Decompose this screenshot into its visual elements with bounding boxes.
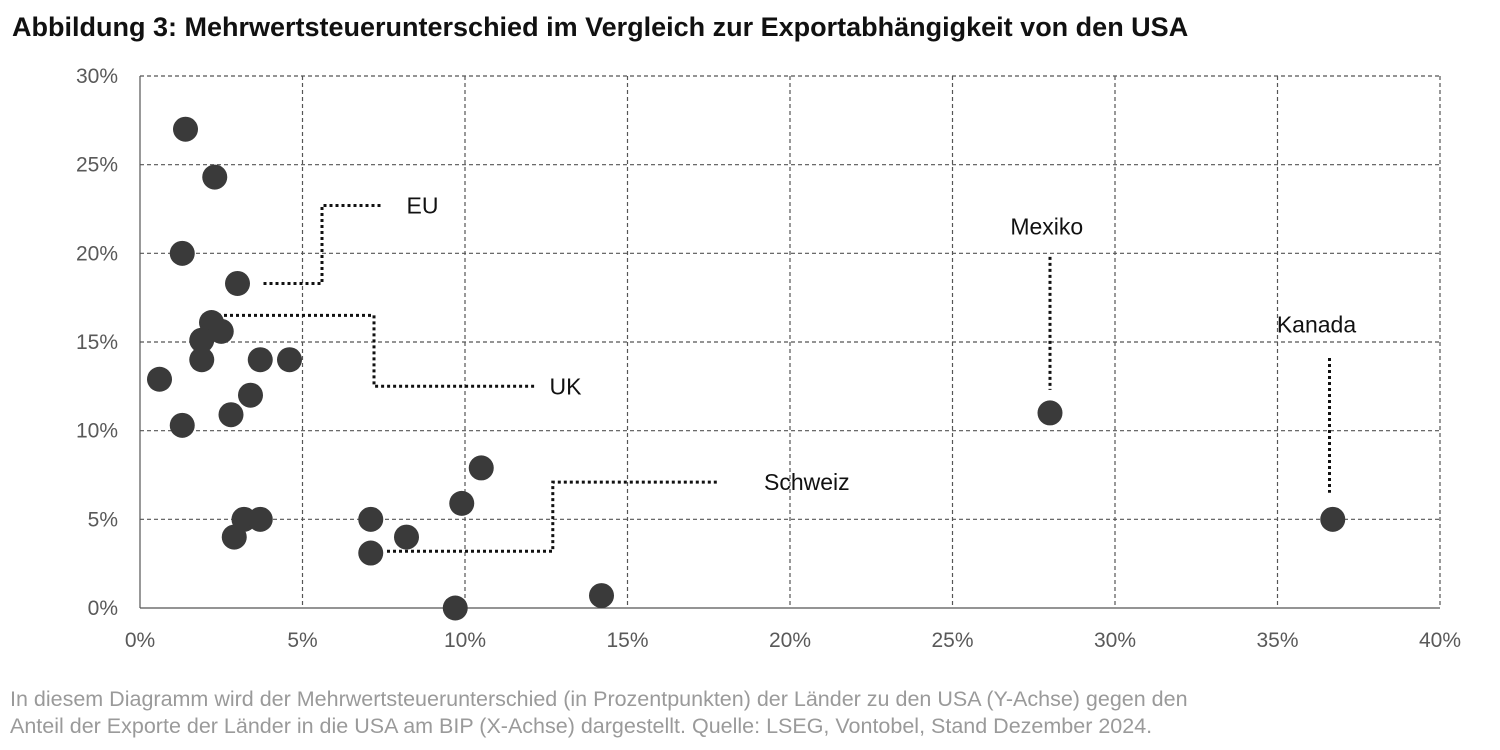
data-point xyxy=(1320,506,1346,532)
scatter-chart: EU UK Schweiz Mexiko Kanada 0% 5% 10% 15% 20% 25%… xyxy=(76,65,1461,652)
y-tick-label: 10% xyxy=(76,420,118,443)
x-tick-label: 0% xyxy=(125,629,155,652)
data-point xyxy=(589,583,614,609)
x-tick-label: 15% xyxy=(606,629,648,652)
x-tick-label: 25% xyxy=(931,629,973,652)
x-tick-label: 30% xyxy=(1094,629,1136,652)
x-tick-label: 40% xyxy=(1419,629,1461,652)
x-tick-label: 10% xyxy=(444,629,486,652)
grid xyxy=(139,75,1441,609)
y-tick-label: 5% xyxy=(88,508,118,531)
data-point xyxy=(147,366,172,392)
data-point xyxy=(218,402,244,428)
data-point xyxy=(238,382,263,408)
annotation-label-kanada: Kanada xyxy=(1277,311,1357,337)
data-point xyxy=(277,347,302,373)
annotation-label-eu: EU xyxy=(407,192,439,218)
data-point xyxy=(169,412,195,438)
caption-line-1: In diesem Diagramm wird der Mehrwertsteu… xyxy=(10,687,1188,711)
data-point xyxy=(1037,400,1063,426)
y-tick-label: 15% xyxy=(76,331,118,354)
annotation-label-uk: UK xyxy=(550,373,583,399)
data-point xyxy=(442,595,468,621)
data-point xyxy=(358,540,384,566)
x-tick-label: 35% xyxy=(1256,629,1298,652)
data-point xyxy=(173,116,198,142)
chart-caption: In diesem Diagramm wird der Mehrwertsteu… xyxy=(10,686,1490,740)
chart-title: Abbildung 3: Mehrwertsteuerunterschied i… xyxy=(12,12,1189,42)
annotation-leader-schweiz xyxy=(387,480,719,553)
data-point xyxy=(247,347,273,373)
annotation-label-mexiko: Mexiko xyxy=(1010,214,1083,240)
y-tick-label: 20% xyxy=(76,242,118,265)
data-point xyxy=(221,524,247,550)
data-point xyxy=(247,506,273,532)
data-points xyxy=(147,116,1346,621)
data-point xyxy=(189,327,215,353)
annotation-leader-uk xyxy=(218,313,537,388)
data-point xyxy=(468,455,494,481)
x-tick-label: 5% xyxy=(287,629,317,652)
caption-line-2: Anteil der Exporte der Länder in die USA… xyxy=(10,714,1153,738)
annotation-leader-eu xyxy=(263,204,381,285)
data-point xyxy=(225,270,250,296)
data-point xyxy=(358,506,384,532)
data-point xyxy=(169,240,195,266)
y-tick-label: 0% xyxy=(88,597,118,620)
data-point xyxy=(202,164,228,190)
data-point xyxy=(208,318,234,344)
x-tick-label: 20% xyxy=(769,629,811,652)
data-point xyxy=(394,524,419,550)
annotations: EU UK Schweiz Mexiko Kanada xyxy=(218,192,1357,553)
y-tick-label: 25% xyxy=(76,154,118,177)
annotation-label-schweiz: Schweiz xyxy=(764,469,850,495)
y-tick-label: 30% xyxy=(76,65,118,88)
data-point xyxy=(449,490,475,516)
data-point xyxy=(189,347,215,373)
tick-labels: 0% 5% 10% 15% 20% 25% 30% 0% 5% 10% 15% 20% 25% 30% 35… xyxy=(76,65,1461,652)
